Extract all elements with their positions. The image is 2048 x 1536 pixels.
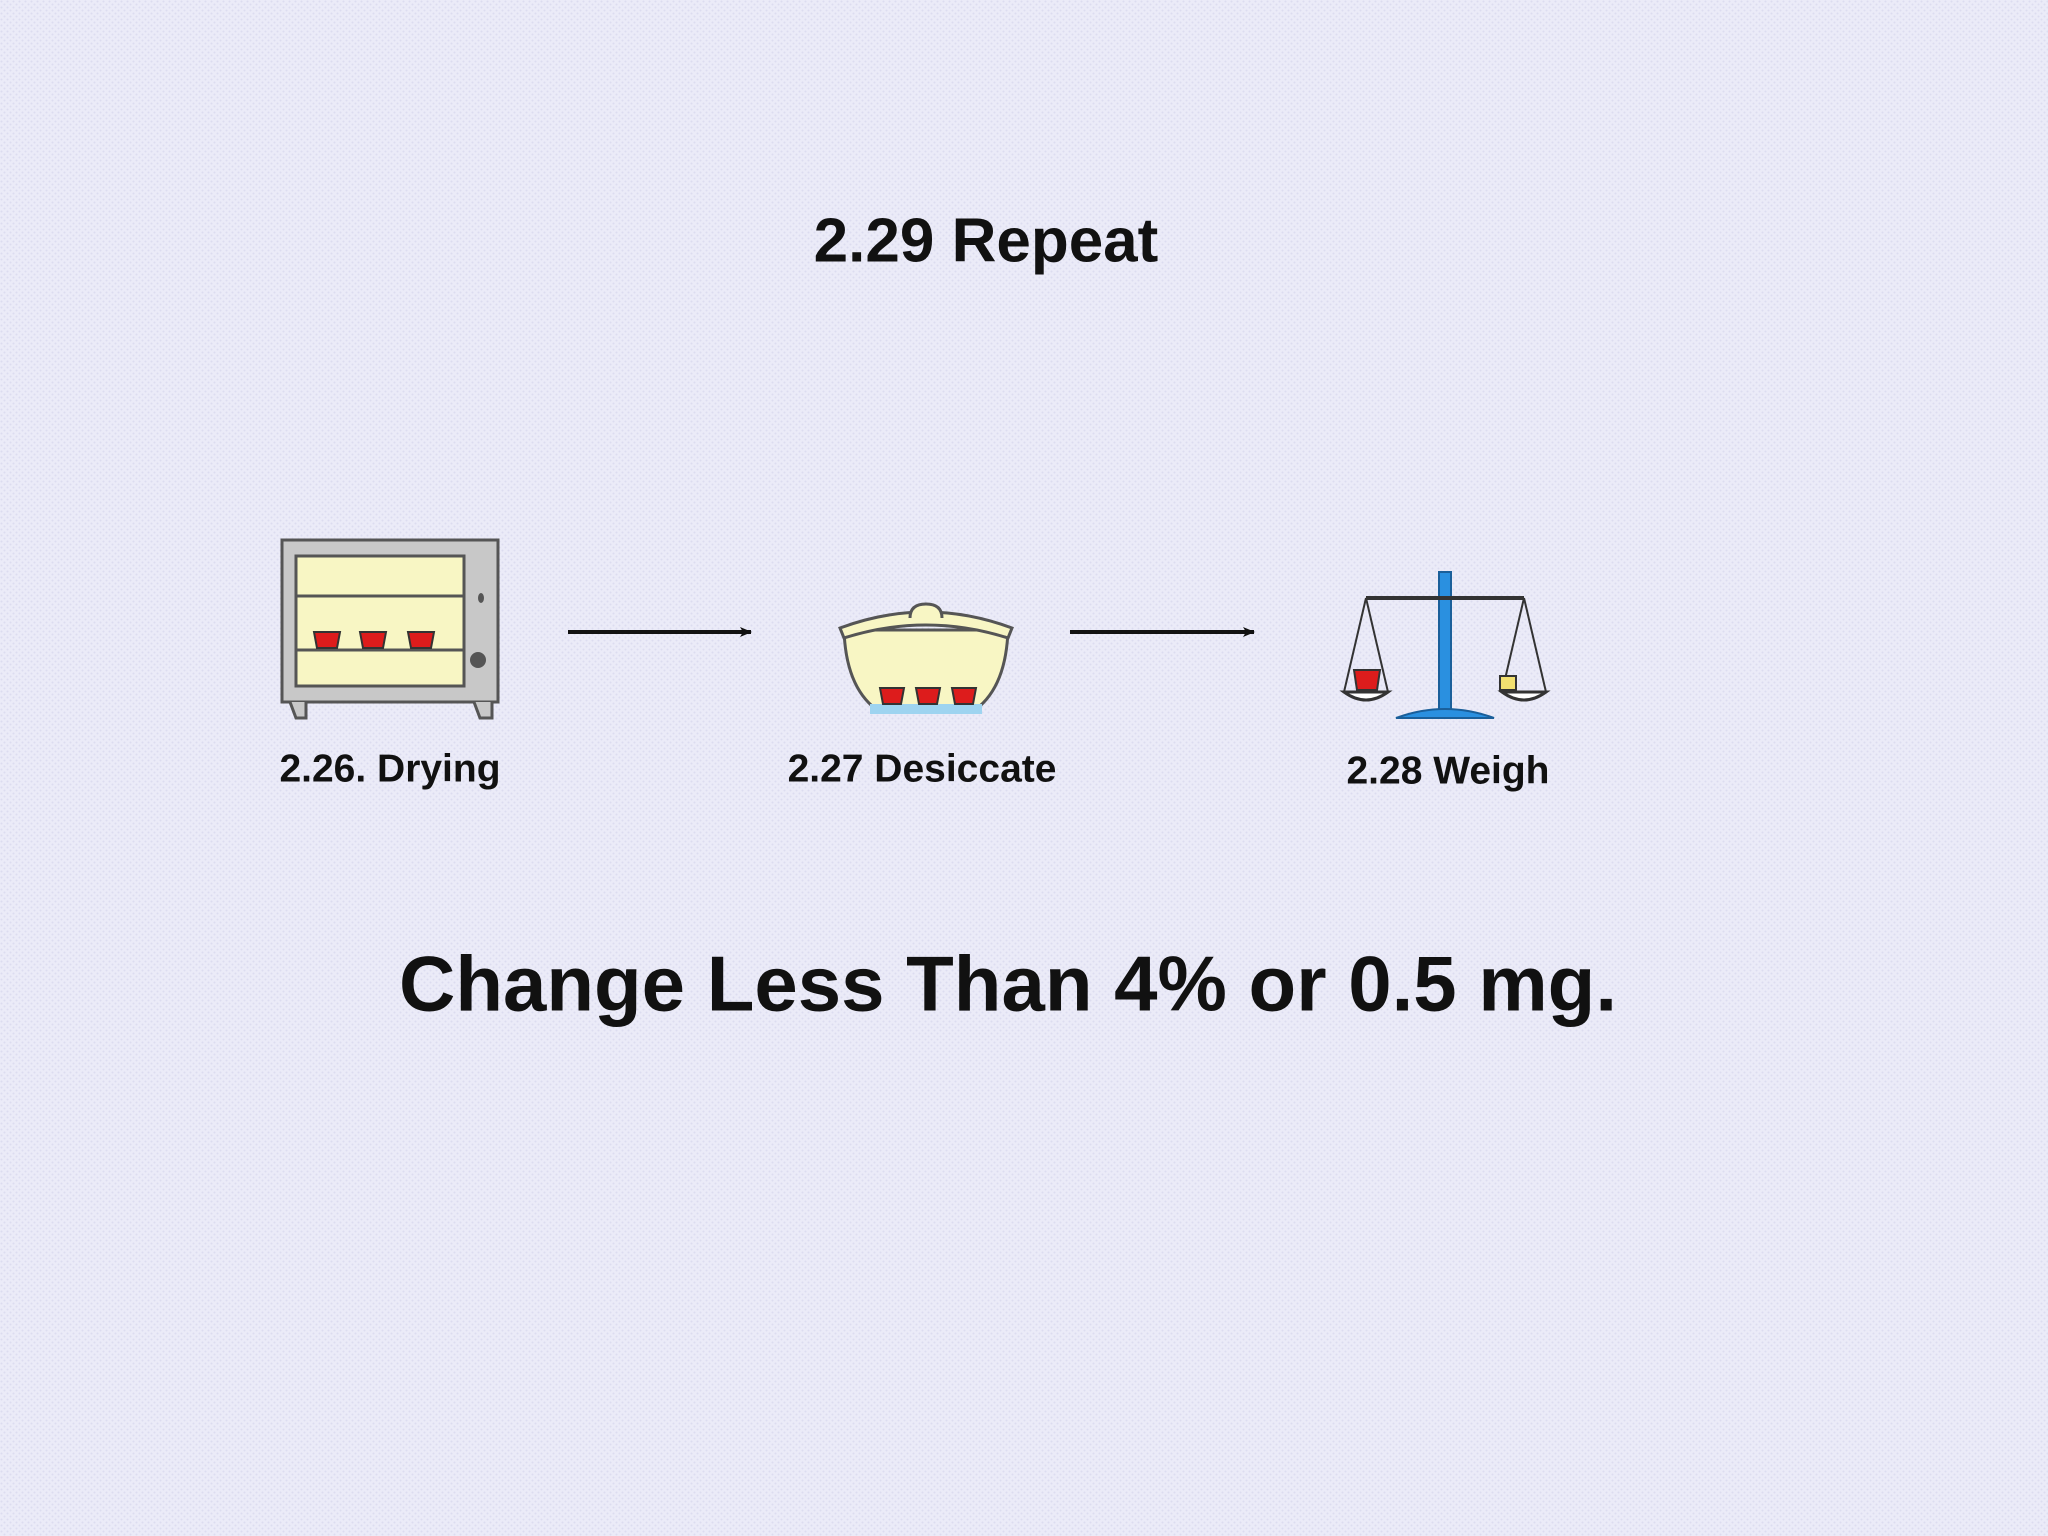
oven-icon xyxy=(280,538,500,720)
step-label: 2.26. Drying xyxy=(279,747,500,790)
step-label: 2.27 Desiccate xyxy=(788,747,1057,790)
balance-icon xyxy=(1339,571,1551,719)
note: Change Less Than 4% or 0.5 mg. xyxy=(399,940,1617,1028)
desiccator-icon xyxy=(838,602,1014,714)
title: 2.29 Repeat xyxy=(814,206,1159,275)
step-label: 2.28 Weigh xyxy=(1346,749,1549,792)
